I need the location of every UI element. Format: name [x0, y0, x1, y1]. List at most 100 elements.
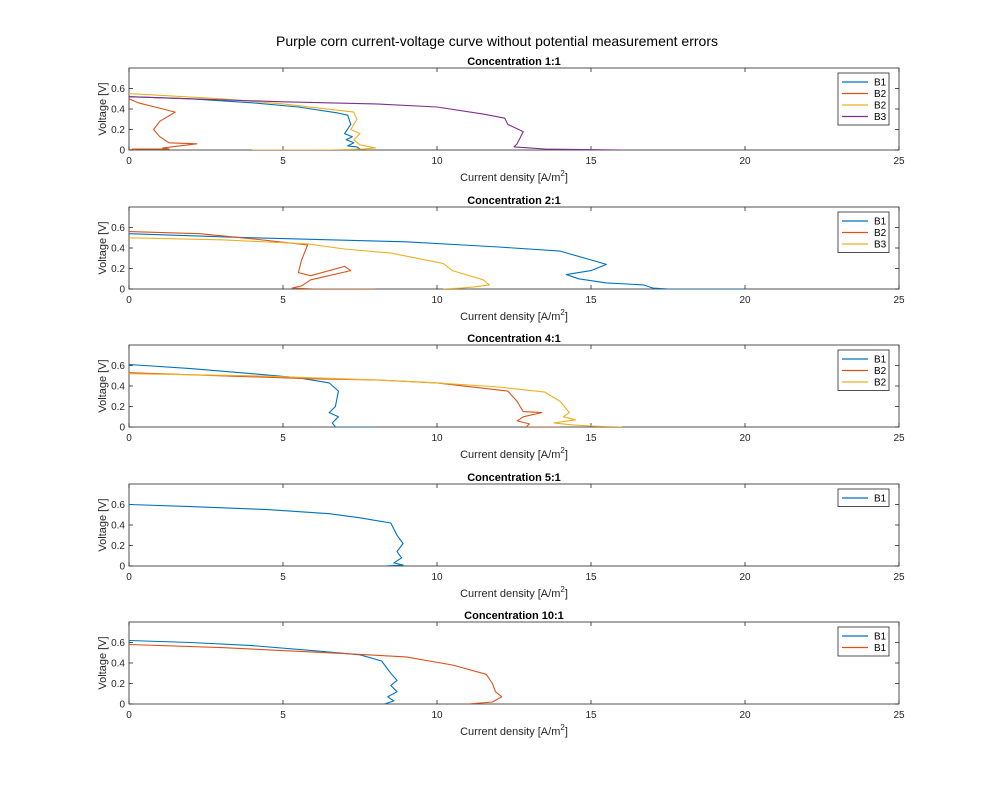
x-tick-label: 0 — [126, 572, 132, 583]
x-tick-label: 15 — [585, 710, 597, 721]
y-tick-label: 0 — [119, 423, 125, 434]
x-tick-label: 10 — [431, 295, 443, 306]
x-tick-label: 0 — [126, 433, 132, 444]
x-tick-label: 15 — [585, 433, 597, 444]
legend: B1 — [837, 488, 890, 507]
series-line-1 — [129, 96, 361, 150]
x-tick-label: 5 — [280, 710, 286, 721]
legend-entry: B2 — [874, 101, 887, 112]
series-line-2 — [129, 643, 503, 704]
x-axis-label: Current density [A/m2] — [460, 585, 568, 600]
series-line-1 — [129, 363, 376, 427]
legend-entry: B3 — [874, 112, 887, 123]
x-tick-label: 20 — [739, 572, 751, 583]
y-tick-label: 0 — [119, 285, 125, 296]
series-line-2 — [129, 98, 198, 150]
y-tick-label: 0.4 — [111, 105, 125, 116]
y-axis-label: Voltage [V] — [97, 359, 109, 412]
plot-area — [128, 344, 900, 428]
y-tick-label: 0.2 — [111, 402, 125, 413]
legend-entry: B1 — [874, 643, 887, 654]
series-line-1 — [129, 639, 398, 704]
x-tick-label: 5 — [280, 295, 286, 306]
subplot-4: Concentration 5:1 0 5 10 15 20 25 0 0.2 0.4 0.6 Cur… — [97, 472, 905, 600]
legend-entry: B2 — [874, 366, 887, 377]
y-tick-label: 0.6 — [111, 84, 125, 95]
plot-area — [128, 67, 900, 151]
y-tick-label: 0.2 — [111, 264, 125, 275]
plot-area — [128, 483, 900, 567]
y-tick-label: 0.2 — [111, 125, 125, 136]
y-tick-label: 0.4 — [111, 521, 125, 532]
legend-entry: B1 — [874, 355, 887, 366]
legend-entry: B3 — [874, 240, 887, 251]
x-tick-label: 15 — [585, 156, 597, 167]
subplot-title: Concentration 1:1 — [467, 56, 561, 68]
series-line-3 — [129, 373, 622, 427]
legend-entry: B1 — [874, 217, 887, 228]
legend-entry: B2 — [874, 378, 887, 389]
y-tick-label: 0 — [119, 562, 125, 573]
y-tick-label: 0.6 — [111, 638, 125, 649]
y-tick-label: 0.6 — [111, 223, 125, 234]
y-axis-label: Voltage [V] — [97, 636, 109, 689]
x-tick-label: 5 — [280, 156, 286, 167]
x-tick-label: 15 — [585, 295, 597, 306]
x-axis-label: Current density [A/m2] — [460, 169, 568, 184]
series-line-3 — [129, 93, 376, 150]
x-tick-label: 25 — [893, 710, 905, 721]
y-axis-label: Voltage [V] — [97, 221, 109, 274]
x-tick-label: 25 — [893, 295, 905, 306]
legend-entry: B1 — [874, 632, 887, 643]
y-tick-label: 0.6 — [111, 361, 125, 372]
legend-entry: B1 — [874, 494, 887, 505]
x-tick-label: 25 — [893, 572, 905, 583]
y-tick-label: 0.2 — [111, 679, 125, 690]
x-tick-label: 20 — [739, 156, 751, 167]
y-tick-label: 0.4 — [111, 382, 125, 393]
x-tick-label: 5 — [280, 572, 286, 583]
x-tick-label: 15 — [585, 572, 597, 583]
subplot-title: Concentration 10:1 — [464, 610, 564, 622]
x-tick-label: 0 — [126, 156, 132, 167]
series-line-2 — [129, 372, 561, 427]
x-tick-label: 0 — [126, 295, 132, 306]
legend-box — [837, 626, 890, 657]
legend-entry: B2 — [874, 89, 887, 100]
x-tick-label: 20 — [739, 433, 751, 444]
y-axis-label: Voltage [V] — [97, 498, 109, 551]
legend-entry: B2 — [874, 228, 887, 239]
series-line-2 — [129, 231, 376, 289]
subplot-5: Concentration 10:1 0 5 10 15 20 25 0 0.2 0.4 0.6 Cu… — [97, 610, 905, 738]
x-axis-label: Current density [A/m2] — [460, 446, 568, 461]
figure-title: Purple corn current-voltage curve withou… — [276, 33, 718, 49]
series-line-4 — [129, 96, 622, 150]
x-tick-label: 10 — [431, 572, 443, 583]
subplot-2: Concentration 2:1 0 5 10 15 20 25 0 0.2 0.4 0.6 Cur… — [97, 195, 905, 323]
y-tick-label: 0.2 — [111, 541, 125, 552]
x-tick-label: 10 — [431, 710, 443, 721]
plot-area — [128, 621, 900, 705]
subplot-title: Concentration 5:1 — [467, 472, 561, 484]
x-tick-label: 20 — [739, 710, 751, 721]
y-tick-label: 0.4 — [111, 244, 125, 255]
y-tick-label: 0 — [119, 700, 125, 711]
legend-entry: B1 — [874, 78, 887, 89]
x-tick-label: 10 — [431, 433, 443, 444]
series-line-1 — [129, 503, 404, 566]
subplot-3: Concentration 4:1 0 5 10 15 20 25 0 0.2 0.4 0.6 Cur… — [97, 333, 905, 461]
subplot-title: Concentration 4:1 — [467, 333, 561, 345]
x-axis-label: Current density [A/m2] — [460, 723, 568, 738]
y-tick-label: 0.4 — [111, 659, 125, 670]
y-tick-label: 0.6 — [111, 500, 125, 511]
x-tick-label: 5 — [280, 433, 286, 444]
x-axis-label: Current density [A/m2] — [460, 308, 568, 323]
subplots-container: Concentration 1:1 0 5 10 15 20 25 0 0.2 0.4 0.6 Cur… — [97, 56, 905, 738]
y-axis-label: Voltage [V] — [97, 82, 109, 135]
subplot-title: Concentration 2:1 — [467, 195, 561, 207]
x-tick-label: 10 — [431, 156, 443, 167]
